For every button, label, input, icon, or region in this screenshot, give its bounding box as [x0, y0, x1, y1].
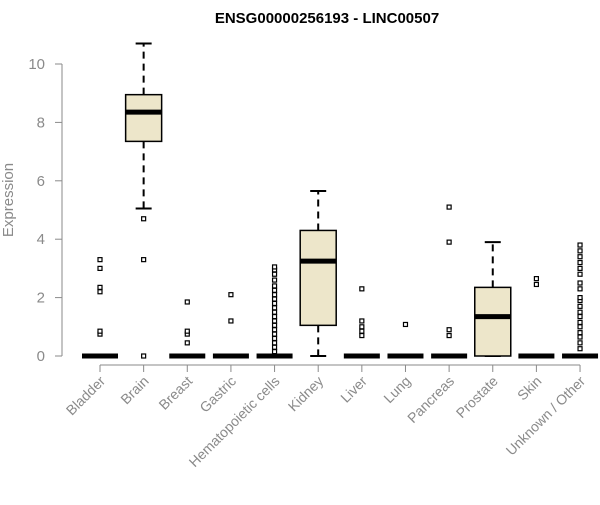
outlier-point [141, 257, 147, 263]
outlier-point [271, 296, 278, 302]
box-prostate [474, 286, 512, 357]
outlier-point [533, 281, 540, 288]
outlier-point [577, 271, 583, 277]
outlier-point [577, 254, 583, 260]
outlier-point [271, 340, 278, 346]
x-tick-label: Bladder [63, 373, 109, 419]
outlier-point [271, 331, 278, 337]
outlier-point [271, 313, 278, 320]
outlier-point [359, 318, 365, 324]
outlier-point [577, 265, 583, 271]
outlier-point [271, 277, 278, 283]
outlier-point [97, 257, 103, 263]
x-tick-label: Liver [337, 373, 370, 406]
outlier-point [271, 344, 278, 350]
outlier-point [271, 283, 278, 289]
outlier-point [271, 309, 278, 315]
outlier-point [446, 204, 452, 210]
outlier-point [97, 328, 103, 334]
outlier-point [228, 292, 234, 298]
outlier-point [533, 276, 540, 282]
outlier-point [577, 280, 583, 286]
y-tick-label: 0 [37, 348, 45, 365]
outlier-point [271, 300, 278, 307]
outlier-point [577, 313, 583, 320]
outlier-point [577, 319, 583, 326]
outlier-point [359, 324, 365, 330]
outlier-point [577, 346, 583, 352]
y-tick-label: 4 [37, 231, 45, 248]
outlier-point [184, 340, 190, 346]
outlier-point [97, 289, 103, 295]
outlier-point [271, 318, 278, 324]
outlier-point [271, 292, 278, 298]
x-tick-label: Prostate [453, 373, 501, 421]
x-tick-label: Breast [155, 373, 195, 413]
outlier-point [577, 242, 583, 248]
outlier-point [577, 309, 583, 315]
outlier-point [141, 353, 147, 359]
x-tick-label: Skin [514, 373, 545, 404]
outlier-point [271, 327, 278, 333]
outlier-point [97, 284, 103, 290]
outlier-point [577, 259, 583, 266]
outlier-point [271, 305, 278, 311]
outlier-point [446, 239, 452, 245]
y-tick-label: 6 [37, 173, 45, 190]
x-tick-label: Brain [117, 373, 151, 407]
outlier-point [141, 216, 147, 222]
outlier-point [271, 287, 278, 293]
outlier-point [271, 322, 278, 328]
outlier-point [577, 286, 583, 292]
outlier-point [577, 334, 583, 340]
y-axis-label: Expression [0, 163, 17, 237]
outlier-point [446, 327, 452, 333]
x-tick-label: Lung [380, 373, 413, 406]
outlier-point [577, 295, 583, 301]
outlier-point [271, 264, 278, 270]
outlier-point [184, 299, 190, 305]
x-tick-label: Unknown / Other [503, 373, 589, 459]
outlier-point [577, 248, 583, 254]
outlier-point [577, 330, 583, 336]
outlier-point [97, 265, 103, 271]
x-tick-label: Gastric [196, 373, 239, 416]
y-tick-label: 8 [37, 114, 45, 131]
outlier-point [271, 271, 278, 277]
x-tick-label: Kidney [285, 373, 327, 415]
outlier-point [271, 335, 278, 342]
outlier-point [402, 321, 409, 328]
x-tick-label: Pancreas [404, 373, 457, 426]
box-brain [124, 93, 163, 143]
chart-title: ENSG00000256193 - LINC00507 [215, 10, 439, 27]
outlier-point [577, 303, 583, 309]
outlier-point [271, 349, 278, 355]
outlier-point [359, 286, 365, 292]
outlier-point [446, 332, 452, 339]
outlier-point [359, 332, 365, 339]
outlier-point [184, 328, 190, 334]
outlier-point [228, 318, 234, 324]
box-kidney [299, 229, 337, 327]
y-tick-label: 2 [37, 290, 45, 307]
outlier-point [577, 324, 583, 330]
outlier-point [577, 340, 583, 346]
y-tick-label: 10 [28, 56, 45, 73]
outlier-point [359, 328, 365, 334]
